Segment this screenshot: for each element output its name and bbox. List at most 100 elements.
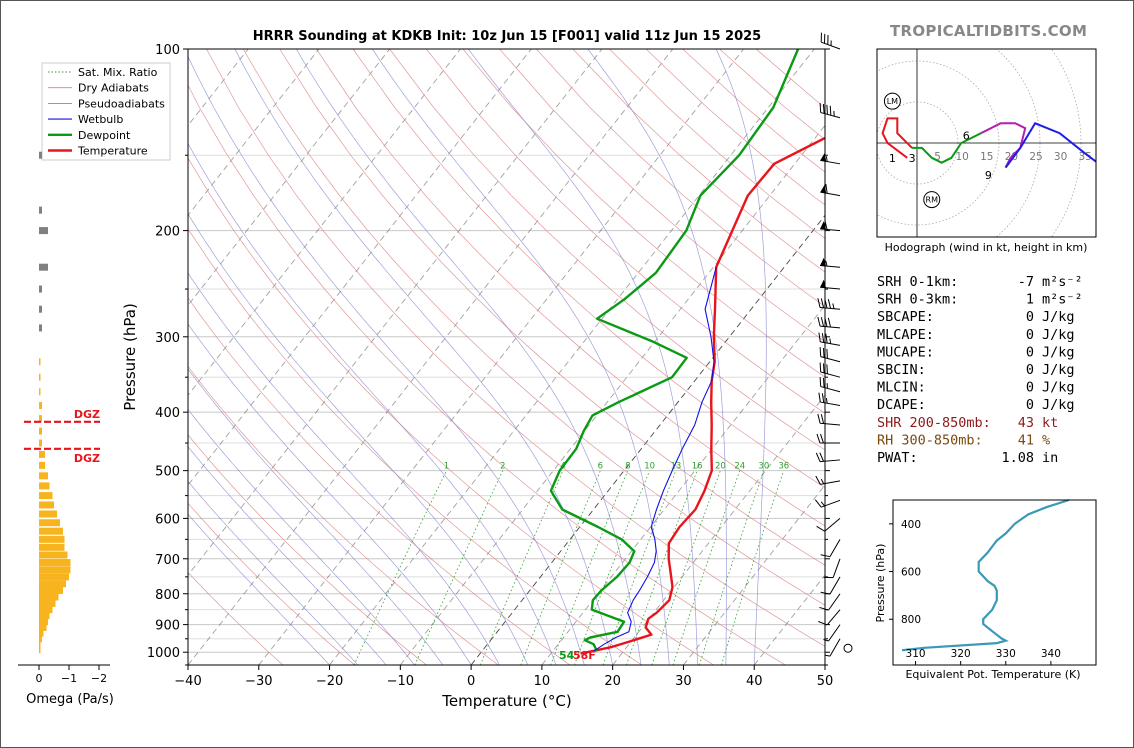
isotherm [612,394,825,665]
stat-label: DCAPE: [877,397,926,413]
stats-panel: SRH 0-1km: -7 m²s⁻² SRH 0-3km: 1 m²s⁻² SBCAPE:… [877,274,1083,466]
mixing-ratio-line [699,470,765,665]
dry-adiabat [279,49,825,566]
barb-flag [821,333,825,343]
mixing-ratio-label: 13 [670,462,681,472]
theta-e-x-tick-label: 310 [906,648,926,660]
barb-half-flag [825,397,828,404]
omega-bar [39,640,41,648]
series-wetbulb [593,267,717,652]
stat-unit: kt [1042,415,1058,431]
mixing-ratio-line [626,470,698,665]
moist-adiabat [188,408,415,665]
stat-value: 1.08 [1001,450,1034,466]
wind-barb [820,257,841,268]
stat-label: SRH 0-1km: [877,274,958,290]
barb-flag [818,392,821,403]
barb-shaft [824,518,841,532]
stat-unit: % [1042,432,1050,448]
mixing-ratio-label: 6 [598,462,603,472]
y-tick-label: 600 [155,512,180,527]
wind-barb [820,539,841,558]
moist-adiabat [188,142,557,665]
wind-barb [820,152,841,165]
barb-flag [816,433,821,444]
moist-adiabat [188,368,444,665]
moist-adiabat [715,49,767,665]
dry-adiabat [188,228,642,665]
barb-flag [824,298,828,309]
wind-barbs [814,32,853,657]
omega-bar [39,482,50,490]
wind-barb [817,316,841,329]
storm-motion-marker [883,92,901,110]
barb-flag [829,105,832,116]
mixing-ratio-line [479,470,564,665]
omega-bar [39,263,48,271]
barb-pennant [820,257,827,266]
barb-shaft [820,228,841,232]
omega-bar [39,580,66,588]
moist-adiabat [188,446,387,665]
omega-bar [39,373,41,381]
theta-e-xlabel: Equivalent Pot. Temperature (K) [905,668,1080,681]
barb-flag [820,591,831,595]
barb-shaft [828,593,841,611]
hodo-segment [980,122,1027,169]
isotherm [188,49,603,576]
barb-half-flag [823,639,829,642]
mixing-ratio-line [672,470,741,665]
moist-adiabat [188,323,472,665]
omega-bar [39,358,41,366]
omega-bar [39,543,65,551]
isotherm [188,49,532,486]
moist-adiabat [188,213,529,665]
mixing-ratio-label: 8 [625,462,630,472]
barb-shaft [832,558,841,578]
barb-flag [820,433,824,444]
series-dewpoint [549,49,800,652]
barb-flag [823,33,826,44]
y-tick-label: 400 [155,406,180,421]
theta-e-ylabel: Pressure (hPa) [874,544,887,623]
legend-entry: Pseudoadiabats [78,97,165,110]
omega-bar [39,573,69,581]
omega-bar [39,558,71,566]
barb-pennant [820,152,827,162]
stat-value: 0 [1026,344,1034,360]
wind-barb [817,413,841,426]
barb-flag [822,348,825,358]
dry-adiabat [188,434,427,665]
hodo-height-label: 9 [985,169,992,182]
x-tick-label: 10 [534,674,551,689]
isotherm [541,304,825,665]
theta-e-line [901,498,1070,652]
theta-e-y-tick-label: 600 [901,567,921,579]
isotherm [258,49,744,665]
theta-e-y-tick-label: 800 [901,614,921,626]
omega-bar [39,527,63,535]
barb-shaft [820,264,841,268]
omega-bar [39,612,50,620]
stat-value: 0 [1026,327,1034,343]
isotherm [329,49,815,665]
barb-flag [826,364,828,374]
barb-flag [817,413,821,424]
mixing-ratio-line [602,470,677,665]
stat-label: MUCAPE: [877,344,934,360]
stat-unit: J/kg [1042,344,1075,360]
theta-e-x-tick-label: 340 [1041,648,1061,660]
isotherm [188,49,391,306]
omega-bar [39,472,48,480]
omega-bar [39,599,56,607]
barb-flag [819,452,825,462]
wind-barb [824,638,841,657]
omega-bar [39,402,42,410]
dry-adiabat [188,84,786,665]
hodo-ring-label: 15 [980,151,993,163]
moist-adiabat [188,272,500,665]
stat-value: 0 [1026,309,1034,325]
stat-unit: J/kg [1042,397,1075,413]
